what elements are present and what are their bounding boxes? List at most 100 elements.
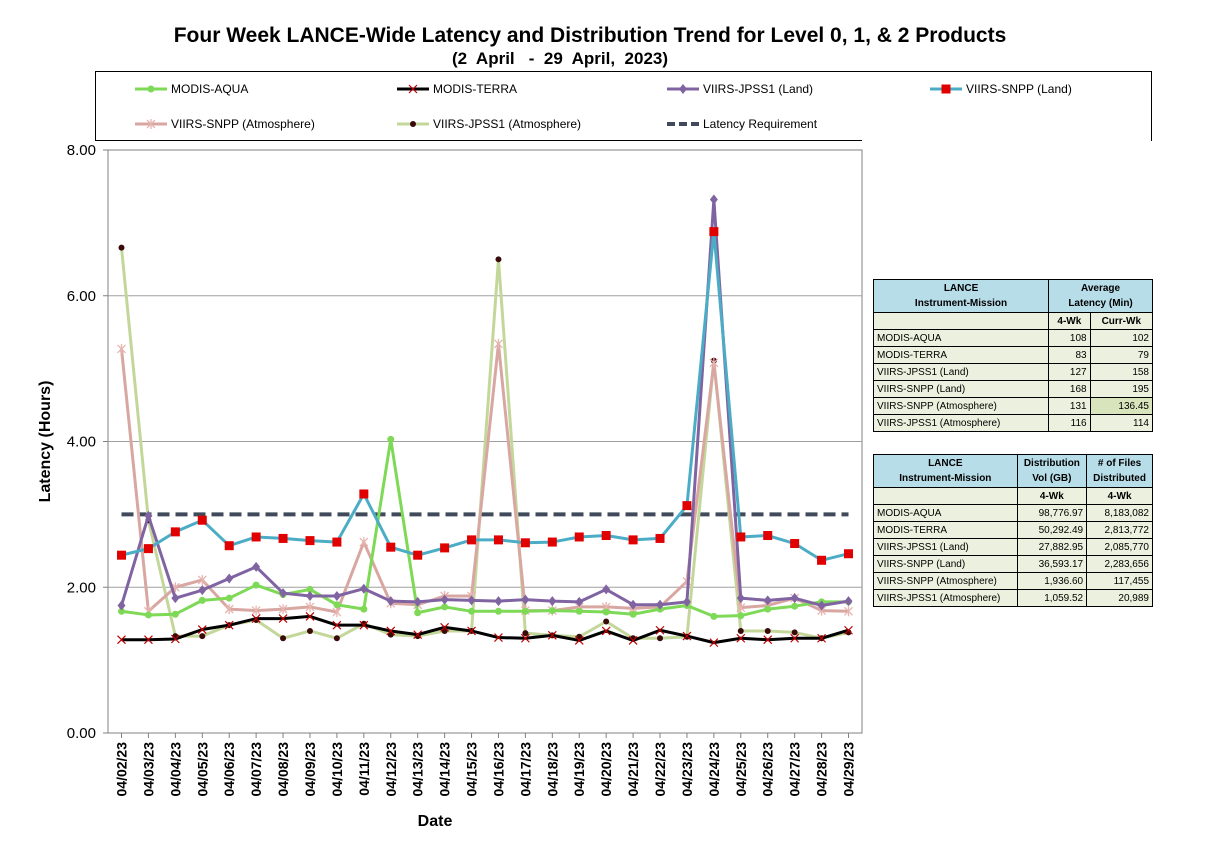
table2-cell-a: 98,776.97 bbox=[1016, 504, 1088, 522]
x-tick-label: 04/27/23 bbox=[787, 742, 803, 797]
legend-swatch bbox=[397, 84, 429, 94]
legend-divider bbox=[95, 140, 862, 141]
data-point bbox=[359, 583, 368, 594]
table2-sub-files: 4-Wk bbox=[1086, 487, 1153, 505]
data-point bbox=[252, 581, 260, 589]
data-point bbox=[278, 614, 288, 624]
data-point bbox=[468, 607, 476, 615]
x-tick-label: 04/13/23 bbox=[410, 742, 426, 797]
data-point bbox=[790, 539, 800, 549]
table1-sub-currwk: Curr-Wk bbox=[1089, 312, 1154, 330]
data-point bbox=[280, 635, 287, 642]
table1-header-latency: Average Latency (Min) bbox=[1048, 279, 1153, 313]
x-tick-label: 04/19/23 bbox=[571, 742, 587, 797]
data-point bbox=[736, 532, 746, 542]
data-point bbox=[844, 596, 853, 607]
data-point bbox=[170, 634, 180, 644]
legend-swatch bbox=[667, 84, 699, 94]
data-point bbox=[763, 595, 772, 606]
latency-table: LANCE Instrument-Mission Average Latency (… bbox=[872, 279, 1154, 432]
data-point bbox=[413, 550, 423, 560]
data-point bbox=[548, 607, 556, 615]
series-modis-terra bbox=[117, 611, 853, 648]
data-point bbox=[817, 555, 827, 565]
data-point bbox=[521, 607, 529, 615]
legend-marker bbox=[941, 84, 951, 94]
y-axis-title: Latency (Hours) bbox=[37, 381, 54, 503]
data-point bbox=[844, 625, 853, 635]
legend-label: VIIRS-JPSS1 (Land) bbox=[703, 82, 814, 96]
data-point bbox=[629, 610, 637, 618]
legend-swatch bbox=[667, 122, 699, 126]
table2-cell-a: 1,936.60 bbox=[1016, 572, 1088, 590]
data-point bbox=[655, 533, 665, 543]
data-point bbox=[736, 602, 746, 613]
data-point bbox=[224, 620, 234, 630]
x-tick-label: 04/28/23 bbox=[814, 742, 830, 797]
data-point bbox=[467, 626, 476, 636]
data-point bbox=[817, 633, 826, 643]
legend-swatch bbox=[397, 121, 429, 127]
data-point bbox=[414, 609, 422, 617]
data-point bbox=[764, 627, 771, 634]
table1-cell-a: 116 bbox=[1048, 414, 1091, 432]
data-point bbox=[520, 538, 530, 548]
legend-label: VIIRS-SNPP (Land) bbox=[966, 82, 1072, 96]
table2-row: MODIS-AQUA 98,776.97 8,183,082 bbox=[873, 504, 1153, 522]
data-point bbox=[117, 600, 126, 611]
data-point bbox=[386, 542, 396, 552]
data-point bbox=[737, 612, 745, 620]
table1-cell-a: 108 bbox=[1048, 329, 1091, 347]
table2-sub-vol: 4-Wk bbox=[1016, 487, 1088, 505]
data-point bbox=[521, 594, 530, 605]
x-tick-label: 04/16/23 bbox=[490, 742, 506, 797]
x-tick-label: 04/14/23 bbox=[437, 742, 453, 797]
table1-header-mission: LANCE Instrument-Mission bbox=[872, 279, 1050, 313]
table1-cell-a: 127 bbox=[1048, 363, 1091, 381]
x-tick-label: 04/02/23 bbox=[114, 742, 130, 797]
distribution-table: LANCE Instrument-Mission Distribution Vol … bbox=[873, 454, 1153, 607]
data-point bbox=[574, 636, 584, 645]
x-tick-label: 04/09/23 bbox=[302, 742, 318, 797]
data-point bbox=[710, 612, 718, 620]
data-point bbox=[736, 633, 746, 643]
data-point bbox=[547, 537, 557, 547]
series-viirs-snpp-land bbox=[117, 227, 853, 565]
table2-cell-mission: VIIRS-JPSS1 (Land) bbox=[873, 538, 1018, 556]
data-point bbox=[575, 607, 583, 615]
table2-cell-b: 2,283,656 bbox=[1086, 555, 1153, 573]
legend-label: VIIRS-SNPP (Atmosphere) bbox=[171, 117, 315, 131]
legend-marker bbox=[410, 121, 416, 127]
data-point bbox=[495, 256, 502, 263]
table1-cell-mission: VIIRS-JPSS1 (Atmosphere) bbox=[872, 414, 1050, 432]
data-point bbox=[305, 536, 315, 546]
table2-cell-mission: MODIS-AQUA bbox=[873, 504, 1018, 522]
table1-row: VIIRS-JPSS1 (Atmosphere) 116 114 bbox=[872, 414, 1154, 432]
data-point bbox=[279, 588, 288, 599]
series-line bbox=[121, 437, 849, 618]
x-tick-label: 04/07/23 bbox=[248, 742, 264, 797]
table2-cell-mission: MODIS-TERRA bbox=[873, 521, 1018, 539]
data-point bbox=[251, 614, 261, 624]
table1-cell-mission: VIIRS-JPSS1 (Land) bbox=[872, 363, 1050, 381]
latency-line-chart: 0.00 2.00 4.00 6.00 8.00 04/02/23 04/03/23 04/0… bbox=[37, 142, 863, 830]
data-point bbox=[197, 574, 207, 585]
data-point bbox=[655, 625, 665, 635]
data-point bbox=[709, 638, 719, 648]
legend-label: MODIS-TERRA bbox=[433, 82, 517, 96]
table2-header-mission: LANCE Instrument-Mission bbox=[873, 454, 1018, 488]
data-point bbox=[118, 244, 125, 251]
data-point bbox=[736, 593, 745, 604]
data-point bbox=[467, 595, 476, 606]
data-point bbox=[413, 630, 423, 640]
data-point bbox=[144, 635, 153, 645]
data-point bbox=[709, 227, 719, 237]
data-point bbox=[682, 631, 692, 641]
table2-cell-b: 117,455 bbox=[1086, 572, 1153, 590]
legend-swatch bbox=[930, 84, 962, 94]
data-point bbox=[601, 531, 611, 541]
legend-marker bbox=[679, 84, 687, 94]
data-point bbox=[305, 611, 315, 621]
data-point bbox=[441, 603, 449, 611]
data-point bbox=[143, 544, 153, 554]
